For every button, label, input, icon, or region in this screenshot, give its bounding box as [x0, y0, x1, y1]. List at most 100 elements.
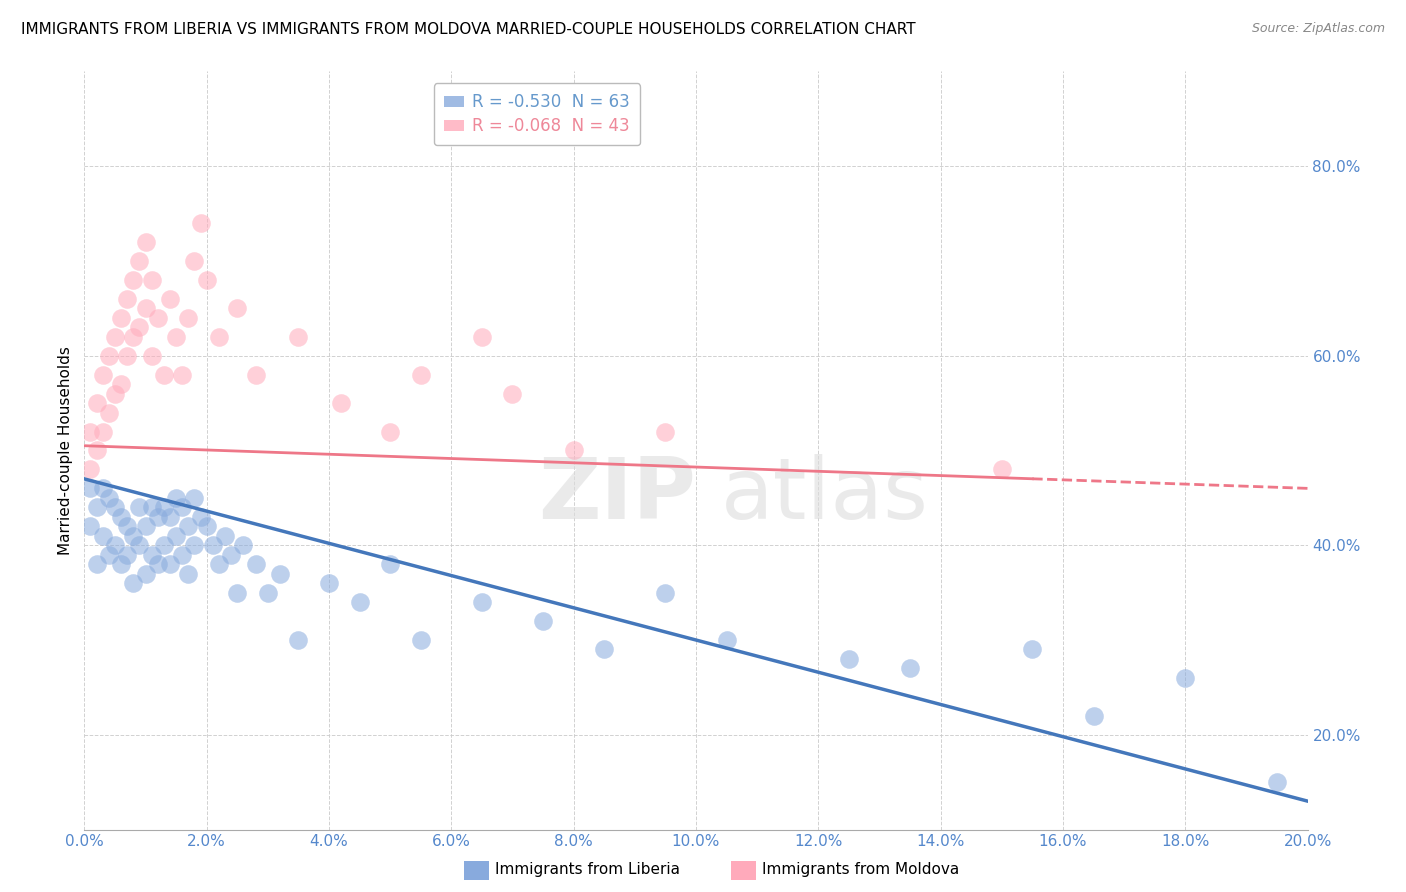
Point — [141, 273, 163, 287]
Legend: R = -0.530  N = 63, R = -0.068  N = 43: R = -0.530 N = 63, R = -0.068 N = 43 — [434, 84, 640, 145]
Point — [226, 301, 249, 316]
Point — [593, 642, 616, 657]
Point — [79, 519, 101, 533]
Point — [91, 368, 114, 382]
Point — [183, 538, 205, 552]
Point — [1021, 642, 1043, 657]
Point — [195, 519, 218, 533]
Point — [409, 368, 432, 382]
Point — [86, 557, 108, 572]
Point — [172, 548, 194, 562]
Point — [79, 425, 101, 439]
Text: Immigrants from Liberia: Immigrants from Liberia — [495, 863, 681, 877]
Point — [177, 310, 200, 325]
Point — [110, 310, 132, 325]
Point — [110, 557, 132, 572]
Point — [110, 509, 132, 524]
Text: Source: ZipAtlas.com: Source: ZipAtlas.com — [1251, 22, 1385, 36]
Point — [91, 425, 114, 439]
Point — [330, 396, 353, 410]
Point — [898, 661, 921, 675]
Point — [141, 500, 163, 515]
Point — [159, 292, 181, 306]
Point — [104, 538, 127, 552]
Point — [183, 254, 205, 268]
Point — [165, 529, 187, 543]
Y-axis label: Married-couple Households: Married-couple Households — [58, 346, 73, 555]
Point — [190, 216, 212, 230]
Point — [177, 519, 200, 533]
Point — [245, 368, 267, 382]
Point — [104, 386, 127, 401]
Point — [287, 633, 309, 648]
Point — [269, 566, 291, 581]
Point — [208, 330, 231, 344]
Point — [183, 491, 205, 505]
Point — [110, 377, 132, 392]
Point — [86, 500, 108, 515]
Point — [219, 548, 242, 562]
Point — [115, 519, 138, 533]
Point — [177, 566, 200, 581]
Point — [153, 368, 176, 382]
Point — [654, 425, 676, 439]
Point — [471, 595, 494, 609]
Point — [146, 310, 169, 325]
Point — [318, 576, 340, 591]
Point — [1265, 775, 1288, 789]
Point — [97, 349, 120, 363]
Point — [349, 595, 371, 609]
Point — [531, 614, 554, 628]
Point — [135, 301, 157, 316]
Point — [104, 500, 127, 515]
Point — [159, 557, 181, 572]
Point — [91, 482, 114, 496]
Point — [79, 462, 101, 476]
Point — [104, 330, 127, 344]
Point — [135, 519, 157, 533]
Point — [226, 585, 249, 599]
Point — [232, 538, 254, 552]
Point — [135, 235, 157, 249]
Point — [135, 566, 157, 581]
Point — [172, 500, 194, 515]
Point — [86, 443, 108, 458]
Point — [128, 500, 150, 515]
Point — [86, 396, 108, 410]
Point — [128, 254, 150, 268]
Text: atlas: atlas — [720, 454, 928, 538]
Point — [115, 349, 138, 363]
Point — [97, 548, 120, 562]
Point — [115, 292, 138, 306]
Point — [195, 273, 218, 287]
Point — [128, 320, 150, 334]
Point — [97, 405, 120, 420]
Point — [153, 538, 176, 552]
Point — [122, 576, 145, 591]
Point — [79, 482, 101, 496]
Point — [165, 491, 187, 505]
Point — [838, 652, 860, 666]
Point — [471, 330, 494, 344]
Point — [190, 509, 212, 524]
Point — [991, 462, 1014, 476]
Text: ZIP: ZIP — [538, 454, 696, 538]
Point — [141, 349, 163, 363]
Point — [122, 273, 145, 287]
Point — [654, 585, 676, 599]
Point — [380, 425, 402, 439]
Point — [1083, 708, 1105, 723]
Point — [716, 633, 738, 648]
Point — [91, 529, 114, 543]
Text: IMMIGRANTS FROM LIBERIA VS IMMIGRANTS FROM MOLDOVA MARRIED-COUPLE HOUSEHOLDS COR: IMMIGRANTS FROM LIBERIA VS IMMIGRANTS FR… — [21, 22, 915, 37]
Point — [208, 557, 231, 572]
Point — [502, 386, 524, 401]
Point — [141, 548, 163, 562]
Point — [201, 538, 224, 552]
Point — [562, 443, 585, 458]
Point — [115, 548, 138, 562]
Point — [380, 557, 402, 572]
Point — [165, 330, 187, 344]
Point — [122, 330, 145, 344]
Text: Immigrants from Moldova: Immigrants from Moldova — [762, 863, 959, 877]
